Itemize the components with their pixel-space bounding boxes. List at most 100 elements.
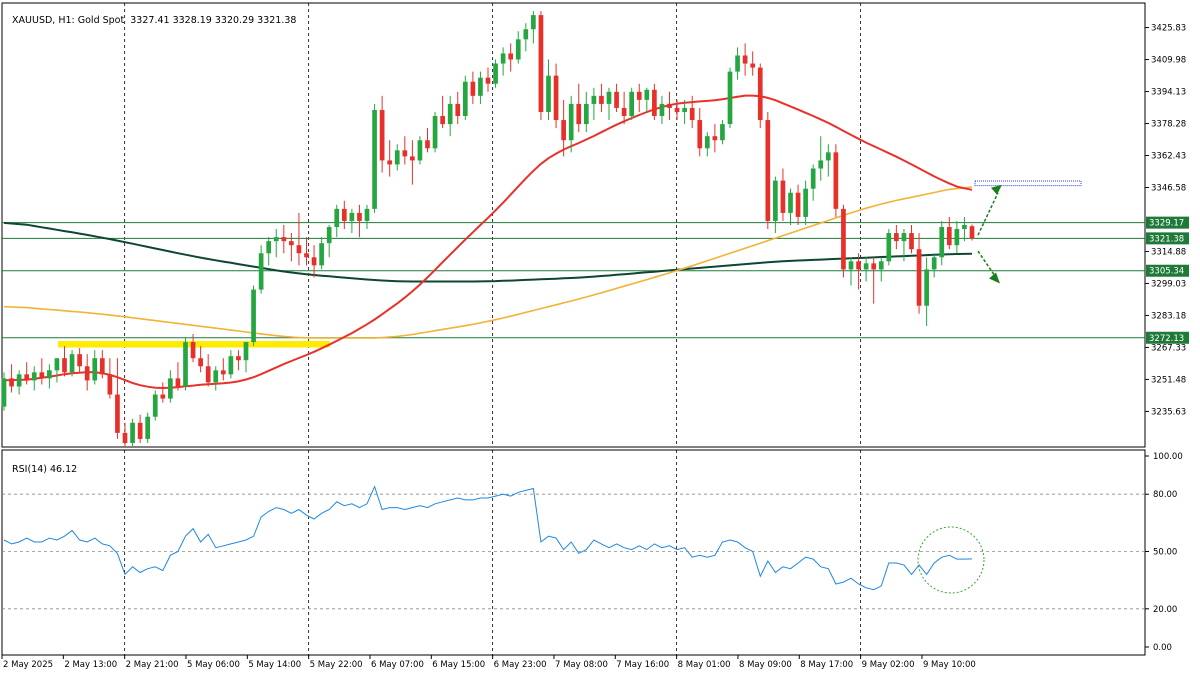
candle[interactable]: [856, 253, 861, 290]
candle-body[interactable]: [568, 103, 574, 141]
candle-body[interactable]: [515, 39, 521, 60]
candle-body[interactable]: [583, 103, 589, 125]
candle[interactable]: [538, 11, 544, 121]
candle-body[interactable]: [561, 120, 566, 141]
candle-body[interactable]: [546, 75, 551, 112]
candle-body[interactable]: [886, 233, 892, 262]
candle[interactable]: [152, 390, 158, 421]
candlesticks[interactable]: [1, 11, 975, 447]
candle-body[interactable]: [599, 95, 604, 104]
candle-body[interactable]: [742, 55, 748, 64]
candle[interactable]: [311, 245, 317, 278]
candle-body[interactable]: [99, 358, 105, 375]
candle-body[interactable]: [115, 394, 120, 433]
candle[interactable]: [432, 111, 438, 153]
candle[interactable]: [168, 370, 173, 403]
candle-body[interactable]: [773, 180, 778, 221]
candle[interactable]: [704, 132, 710, 157]
candle-body[interactable]: [152, 394, 158, 417]
candle[interactable]: [508, 43, 514, 72]
candle[interactable]: [833, 144, 839, 217]
candle-body[interactable]: [682, 107, 687, 112]
candle[interactable]: [553, 63, 559, 129]
candle-body[interactable]: [387, 160, 393, 165]
candle[interactable]: [493, 59, 498, 88]
candle-body[interactable]: [924, 269, 929, 306]
candle-body[interactable]: [251, 289, 256, 343]
rsi-line[interactable]: [3, 485, 973, 591]
candle-body[interactable]: [606, 91, 612, 104]
candle[interactable]: [251, 285, 256, 347]
candle[interactable]: [1, 372, 7, 411]
candle[interactable]: [841, 204, 846, 278]
candle-body[interactable]: [803, 188, 808, 217]
candle[interactable]: [54, 358, 60, 383]
candle[interactable]: [357, 204, 362, 238]
candle-body[interactable]: [795, 192, 801, 217]
candle[interactable]: [440, 95, 445, 129]
candle-body[interactable]: [470, 81, 476, 96]
candle[interactable]: [205, 354, 211, 387]
candle-body[interactable]: [394, 150, 400, 165]
candle-body[interactable]: [712, 136, 718, 141]
candle[interactable]: [296, 212, 302, 266]
candle-body[interactable]: [500, 53, 506, 64]
candle-body[interactable]: [304, 253, 309, 258]
rsi-series-line[interactable]: [3, 485, 973, 591]
candle[interactable]: [546, 59, 551, 121]
candle-body[interactable]: [720, 124, 725, 141]
candle[interactable]: [667, 91, 672, 121]
candle-body[interactable]: [311, 257, 317, 266]
candle-body[interactable]: [9, 378, 14, 387]
candle-body[interactable]: [54, 358, 60, 371]
candle-body[interactable]: [462, 81, 468, 117]
candle[interactable]: [697, 107, 703, 157]
candle-body[interactable]: [236, 356, 241, 361]
candle-body[interactable]: [810, 168, 816, 189]
candle-body[interactable]: [969, 226, 975, 239]
candle[interactable]: [591, 87, 597, 121]
candle[interactable]: [341, 200, 347, 230]
candle[interactable]: [500, 47, 506, 76]
candle-body[interactable]: [954, 229, 960, 246]
candle[interactable]: [9, 364, 14, 393]
candle-body[interactable]: [931, 257, 937, 270]
candle-body[interactable]: [334, 208, 340, 228]
candle-body[interactable]: [357, 212, 362, 221]
candle-body[interactable]: [629, 91, 635, 117]
candle-body[interactable]: [183, 342, 188, 387]
candle-body[interactable]: [863, 263, 869, 270]
candle-body[interactable]: [190, 342, 196, 359]
candle[interactable]: [515, 31, 521, 64]
main-pane[interactable]: 3425.83 3409.98 3394.13 3378.28 3362.43 3346.…: [1, 2, 1189, 448]
candle-body[interactable]: [220, 370, 226, 375]
candle-body[interactable]: [137, 422, 143, 439]
candle[interactable]: [568, 95, 574, 153]
candle[interactable]: [576, 83, 582, 133]
candle[interactable]: [289, 233, 294, 262]
candle[interactable]: [198, 346, 203, 373]
candle-body[interactable]: [447, 103, 453, 125]
candle[interactable]: [92, 350, 98, 385]
candle-body[interactable]: [107, 374, 113, 395]
candle-body[interactable]: [780, 180, 786, 213]
candle[interactable]: [659, 95, 665, 125]
candle-body[interactable]: [455, 103, 461, 117]
candle[interactable]: [107, 358, 113, 399]
candle[interactable]: [894, 225, 899, 250]
candle[interactable]: [652, 83, 657, 121]
candle[interactable]: [349, 208, 355, 234]
candle[interactable]: [969, 224, 975, 241]
candle-body[interactable]: [1, 378, 7, 407]
candle[interactable]: [636, 83, 642, 112]
candle[interactable]: [417, 136, 423, 165]
candle[interactable]: [122, 422, 128, 447]
candle[interactable]: [243, 342, 249, 373]
candle-body[interactable]: [160, 394, 166, 399]
candle[interactable]: [175, 362, 181, 391]
candle-body[interactable]: [667, 103, 672, 108]
candle[interactable]: [47, 364, 52, 389]
candle[interactable]: [523, 23, 529, 52]
candle[interactable]: [258, 245, 264, 294]
candle[interactable]: [478, 71, 483, 104]
